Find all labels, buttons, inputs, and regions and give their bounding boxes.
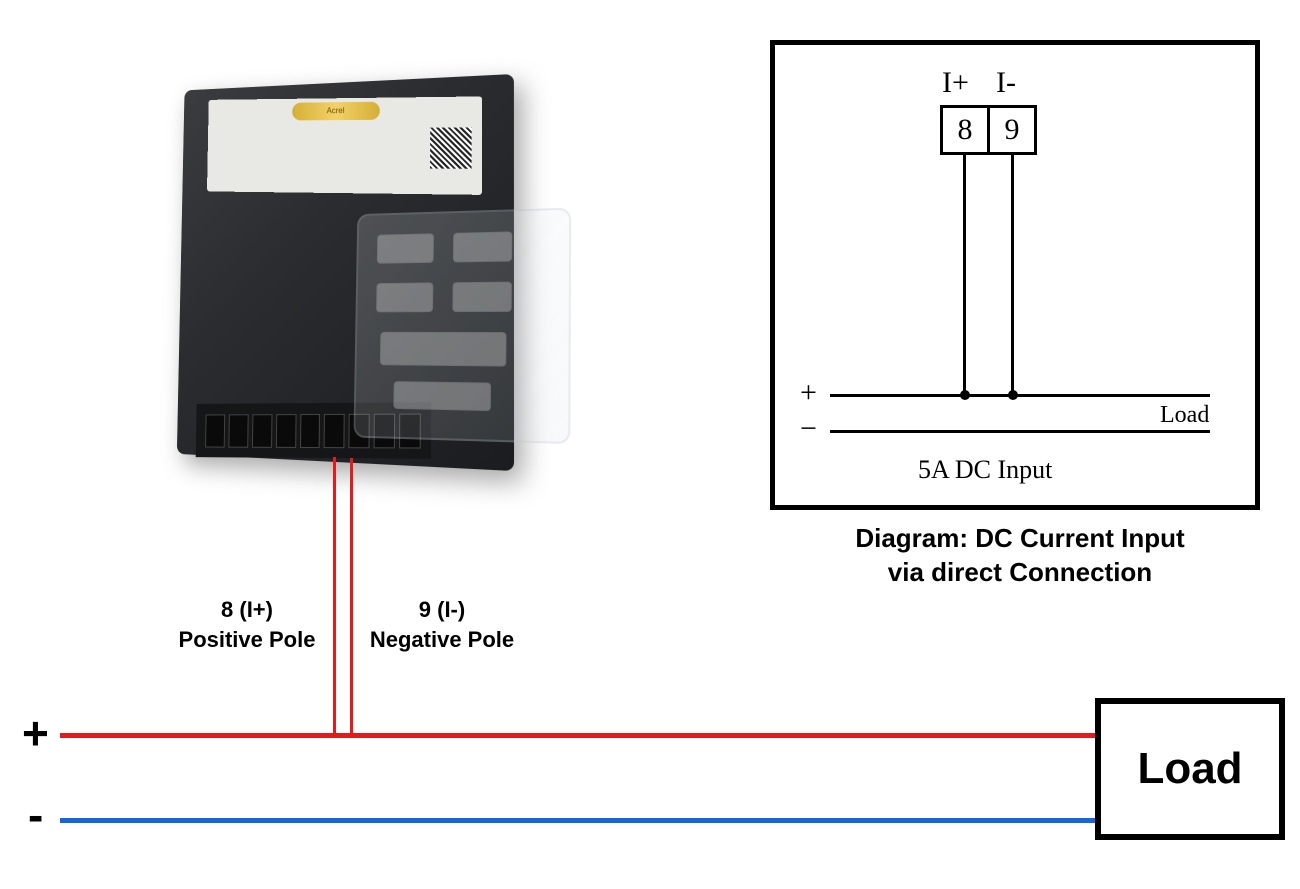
sch-header-iminus: I- [996, 66, 1016, 100]
bus-positive [60, 733, 1095, 738]
sch-terminal-9: 9 [987, 105, 1037, 155]
sch-drop-9 [1011, 155, 1014, 395]
bus-plus-symbol: + [22, 706, 49, 760]
meter-spec-label: Acrel [207, 96, 482, 194]
sch-terminal-8: 8 [940, 105, 990, 155]
terminal-8-label: 8 (I+) Positive Pole [172, 595, 322, 654]
sch-rail-plus [830, 394, 1210, 397]
load-box: Load [1095, 698, 1285, 840]
mounting-clip [353, 208, 571, 444]
load-box-label: Load [1137, 744, 1242, 794]
sch-drop-8 [963, 155, 966, 395]
sch-rail-minus [830, 430, 1210, 433]
schematic-caption-line2: via direct Connection [830, 556, 1210, 590]
terminal-9-role: Negative Pole [362, 625, 522, 655]
tap-wire-negative [350, 458, 353, 735]
panel-meter-rear: Acrel [170, 80, 540, 480]
sch-input-label: 5A DC Input [918, 455, 1052, 485]
terminal-8-role: Positive Pole [172, 625, 322, 655]
brand-sticker: Acrel [292, 102, 380, 121]
sch-rail-plus-symbol: + [800, 376, 817, 410]
bus-minus-symbol: - [28, 788, 43, 842]
qr-code-icon [430, 127, 472, 168]
schematic-caption-line1: Diagram: DC Current Input [830, 522, 1210, 556]
sch-rail-minus-symbol: − [800, 412, 817, 446]
terminal-9-label: 9 (I-) Negative Pole [362, 595, 522, 654]
tap-wire-positive [333, 457, 336, 735]
terminal-9-number: 9 (I-) [362, 595, 522, 625]
sch-header-iplus: I+ [942, 66, 969, 100]
sch-load-label: Load [1160, 402, 1209, 429]
schematic-caption: Diagram: DC Current Input via direct Con… [830, 522, 1210, 590]
bus-negative [60, 818, 1095, 823]
terminal-8-number: 8 (I+) [172, 595, 322, 625]
